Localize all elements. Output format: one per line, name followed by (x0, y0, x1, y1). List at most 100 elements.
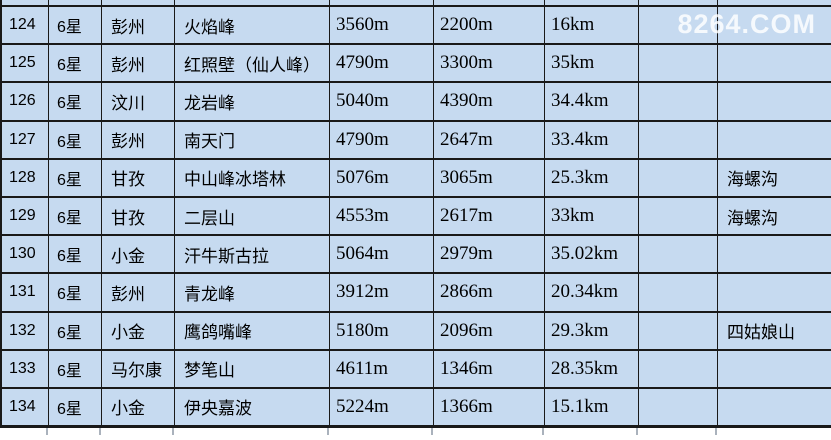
cell-location: 彭州 (102, 45, 175, 82)
cell-rating: 6星 (49, 197, 102, 235)
cell-note (718, 389, 831, 425)
cell-index: 125 (2, 45, 49, 82)
cell-blank (639, 45, 718, 82)
cell-blank (639, 121, 718, 158)
cell-note (718, 45, 831, 81)
cell-rating: 6星 (49, 388, 102, 426)
table-row: 129 6星 甘孜 二层山 4553m 2617m 33km 海螺沟 (2, 197, 831, 237)
cell-peak-name: 龙岩峰 (175, 83, 330, 120)
grid-line-stub (715, 428, 717, 435)
cell-distance: 16km (545, 7, 639, 44)
cell-peak-name: 火焰峰 (175, 7, 330, 44)
cell-peak-name: 伊央嘉波 (175, 388, 330, 426)
cell-distance: 33.4km (545, 121, 639, 158)
cell-location: 小金 (102, 388, 175, 426)
cell-distance: 28.35km (545, 350, 639, 387)
cell-note (718, 122, 831, 158)
cell-height-gain: 2979m (434, 236, 545, 273)
cell-blank (639, 83, 718, 120)
cell-rating: 6星 (49, 274, 102, 311)
cell-height-gain: 2617m (434, 197, 545, 235)
cell-location: 小金 (102, 236, 175, 273)
cell-location: 马尔康 (102, 350, 175, 387)
cell-elevation: 5040m (330, 83, 434, 120)
cell-note: 海螺沟 (727, 170, 778, 190)
table-row: 131 6星 彭州 青龙峰 3912m 2866m 20.34km (2, 274, 831, 313)
cell-height-gain: 2200m (434, 7, 545, 44)
cell-distance: 15.1km (545, 388, 639, 426)
cell-peak-name: 汗牛斯古拉 (175, 236, 330, 273)
cell-elevation: 3560m (330, 7, 434, 44)
cell-elevation: 3912m (330, 274, 434, 311)
cell-distance: 34.4km (545, 83, 639, 120)
table-row: 130 6星 小金 汗牛斯古拉 5064m 2979m 35.02km (2, 236, 831, 275)
cell-rating: 6星 (49, 7, 102, 44)
table-row: 125 6星 彭州 红照壁（仙人峰） 4790m 3300m 35km (2, 45, 831, 84)
sliver-cell (639, 0, 718, 5)
cell-index: 131 (2, 274, 49, 311)
cell-location: 彭州 (102, 7, 175, 44)
cell-index: 124 (2, 7, 49, 44)
cell-peak-name: 红照壁（仙人峰） (175, 45, 330, 82)
cell-elevation: 4790m (330, 121, 434, 158)
grid-line-stub (327, 428, 329, 435)
grid-line-stub (431, 428, 433, 435)
below-table-strip (0, 428, 831, 440)
cell-index: 134 (2, 388, 49, 426)
cell-elevation: 5064m (330, 236, 434, 273)
cell-index: 130 (2, 236, 49, 273)
cell-location: 甘孜 (102, 159, 175, 196)
table-row: 132 6星 小金 鹰鸽嘴峰 5180m 2096m 29.3km 四姑娘山 (2, 312, 831, 351)
cell-elevation: 5076m (330, 159, 434, 196)
grid-line-stub (46, 428, 48, 435)
grid-line-stub (99, 428, 101, 435)
cell-height-gain: 3065m (434, 159, 545, 196)
cell-peak-name: 南天门 (175, 121, 330, 158)
cell-blank (639, 159, 718, 196)
sliver-cell (49, 0, 102, 5)
cell-elevation: 5180m (330, 312, 434, 349)
cell-index: 129 (2, 197, 49, 235)
grid-line-stub (172, 428, 174, 435)
cell-distance: 33km (545, 197, 639, 235)
cell-elevation: 5224m (330, 388, 434, 426)
cell-height-gain: 4390m (434, 83, 545, 120)
cell-rating: 6星 (49, 236, 102, 273)
cell-distance: 25.3km (545, 159, 639, 196)
sliver-cell (102, 0, 175, 5)
cell-elevation: 4611m (330, 350, 434, 387)
cell-blank (639, 236, 718, 273)
cell-rating: 6星 (49, 350, 102, 387)
cell-blank (639, 197, 718, 235)
table-row: 127 6星 彭州 南天门 4790m 2647m 33.4km (2, 121, 831, 160)
cell-height-gain: 2866m (434, 274, 545, 311)
cell-location: 甘孜 (102, 197, 175, 235)
table-row: 133 6星 马尔康 梦笔山 4611m 1346m 28.35km (2, 350, 831, 389)
cell-rating: 6星 (49, 121, 102, 158)
cell-height-gain: 1346m (434, 350, 545, 387)
cell-note (718, 351, 831, 387)
cell-rating: 6星 (49, 45, 102, 82)
cell-index: 128 (2, 159, 49, 196)
cell-index: 132 (2, 312, 49, 349)
cell-note (718, 236, 831, 272)
cell-location: 彭州 (102, 274, 175, 311)
cell-rating: 6星 (49, 159, 102, 196)
cell-distance: 35km (545, 45, 639, 82)
cell-elevation: 4790m (330, 45, 434, 82)
sliver-cell (330, 0, 434, 5)
cell-elevation: 4553m (330, 197, 434, 235)
cell-blank (639, 350, 718, 387)
cell-location: 彭州 (102, 121, 175, 158)
cell-rating: 6星 (49, 83, 102, 120)
cell-blank (639, 7, 718, 44)
cell-peak-name: 二层山 (175, 197, 330, 235)
cell-peak-name: 梦笔山 (175, 350, 330, 387)
cell-peak-name: 中山峰冰塔林 (175, 159, 330, 196)
cell-blank (639, 274, 718, 311)
cell-index: 133 (2, 350, 49, 387)
cell-distance: 35.02km (545, 236, 639, 273)
grid-line-stub (542, 428, 544, 435)
cell-index: 127 (2, 121, 49, 158)
